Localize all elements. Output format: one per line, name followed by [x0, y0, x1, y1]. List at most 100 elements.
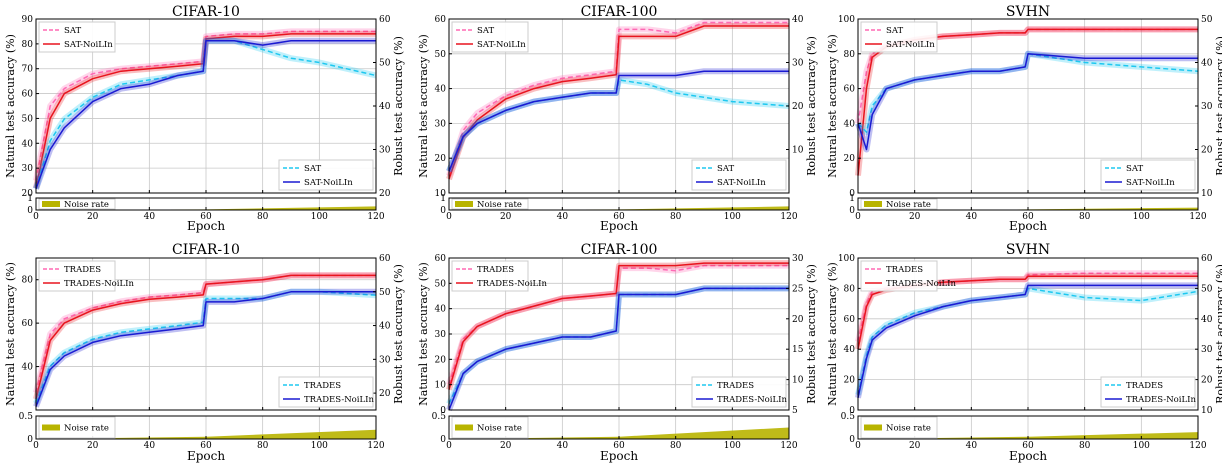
series-line-2 [448, 262, 789, 390]
series-line-4 [448, 287, 789, 411]
y2-tick-label: 60 [379, 15, 391, 25]
legend-label: SAT [304, 164, 321, 174]
y-tick-label: 60 [22, 319, 34, 329]
x-tick-label: 120 [1189, 441, 1206, 451]
y2-tick-label: 5 [792, 406, 798, 416]
y-axis-label: Natural test accuracy (%) [417, 34, 430, 178]
legend-robust: TRADES TRADES-NoiLIn [278, 376, 375, 408]
legend-noise: Noise rate [451, 198, 529, 210]
y-tick-label: 30 [435, 330, 447, 340]
noise-area [449, 427, 789, 439]
x-tick-label: 120 [1189, 212, 1206, 222]
series-line-1 [35, 30, 376, 181]
chart-title: SVHN [1006, 242, 1050, 258]
x-tick-label: 0 [33, 441, 39, 451]
y-tick-label: 80 [22, 276, 34, 286]
x-tick-label: 40 [557, 212, 569, 222]
x-tick-label: 20 [909, 212, 921, 222]
legend-noise: Noise rate [38, 198, 116, 210]
legend-box [451, 260, 529, 292]
y2-tick-label: 40 [1201, 59, 1213, 69]
x-axis-label: Epoch [1009, 449, 1047, 463]
x-tick-label: 100 [311, 212, 328, 222]
x-tick-label: 100 [311, 441, 328, 451]
y-tick-label: 60 [22, 90, 34, 100]
noise-tick-label: 0 [27, 206, 33, 216]
legend-noise: Noise rate [38, 416, 116, 439]
y-tick-label: 10 [435, 381, 447, 391]
legend-label: Noise rate [477, 424, 522, 434]
chart-title: SVHN [1006, 4, 1050, 20]
y-axis-label: Natural test accuracy (%) [826, 34, 839, 178]
series-line-2 [35, 274, 376, 400]
chart-title: CIFAR-100 [581, 4, 658, 20]
noise-tick-label: 1 [440, 194, 446, 204]
y-tick-label: 60 [844, 315, 856, 325]
y2-tick-label: 60 [1201, 254, 1213, 264]
y2-tick-label: 30 [1201, 345, 1213, 355]
y-tick-label: 50 [435, 279, 447, 289]
x-axis-label: Epoch [1009, 219, 1047, 233]
noise-area [858, 432, 1198, 439]
noise-tick-label: 0 [440, 435, 446, 445]
series-line-4 [35, 291, 376, 407]
x-tick-label: 40 [966, 441, 978, 451]
noise-tick-label: 1 [849, 194, 855, 204]
y2-tick-label: 10 [1201, 406, 1213, 416]
legend-box [1100, 376, 1196, 408]
y2-tick-label: 50 [379, 59, 391, 69]
legend-natural: SAT SAT-NoiLIn [38, 21, 116, 53]
legend-label: Noise rate [477, 200, 522, 210]
legend-label: SAT [886, 26, 903, 36]
y2-axis-label: Robust test accuracy (%) [1214, 264, 1222, 404]
noise-area [858, 207, 1198, 210]
legend-label: Noise rate [886, 200, 931, 210]
legend-swatch [42, 201, 60, 207]
noise-area [36, 429, 376, 439]
legend-label: Noise rate [64, 200, 109, 210]
y-tick-label: 20 [844, 376, 856, 386]
noise-tick-label: 0 [849, 435, 855, 445]
legend-box [691, 159, 787, 191]
legend-box [860, 416, 938, 439]
legend-robust: SAT SAT-NoiLIn [1100, 159, 1196, 191]
y-tick-label: 20 [435, 355, 447, 365]
y-tick-label: 20 [22, 189, 34, 199]
noise-tick-label: 0.5 [432, 412, 447, 422]
x-tick-label: 120 [367, 212, 384, 222]
legend-box [278, 376, 374, 408]
x-tick-label: 100 [1133, 441, 1150, 451]
legend-robust: TRADES TRADES-NoiLIn [691, 376, 788, 408]
y-tick-label: 50 [435, 50, 447, 60]
y2-tick-label: 40 [792, 15, 804, 25]
x-tick-label: 60 [1022, 441, 1034, 451]
y-tick-label: 60 [844, 85, 856, 95]
y2-tick-label: 20 [379, 389, 391, 399]
legend-label: SAT-NoiLIn [64, 40, 113, 50]
y-tick-label: 20 [435, 154, 447, 164]
y-tick-label: 70 [22, 65, 34, 75]
legend-natural: SAT SAT-NoiLIn [860, 21, 938, 53]
legend-robust: TRADES TRADES-NoiLIn [1100, 376, 1197, 408]
y-tick-label: 100 [838, 254, 855, 264]
y2-tick-label: 50 [1201, 15, 1213, 25]
x-tick-label: 20 [500, 441, 512, 451]
legend-label: SAT [64, 26, 81, 36]
x-tick-label: 0 [855, 441, 861, 451]
y-tick-label: 0 [849, 189, 855, 199]
x-tick-label: 80 [257, 212, 269, 222]
legend-natural: TRADES TRADES-NoiLIn [860, 260, 957, 292]
x-tick-label: 100 [724, 212, 741, 222]
y2-tick-label: 50 [379, 288, 391, 298]
noise-tick-label: 0 [27, 435, 33, 445]
legend-label: TRADES-NoiLIn [886, 279, 957, 289]
x-tick-label: 60 [200, 441, 212, 451]
chart-title: CIFAR-10 [172, 4, 240, 20]
series-line-2 [448, 25, 789, 180]
legend-box [278, 159, 374, 191]
x-tick-label: 80 [670, 441, 682, 451]
y2-tick-label: 20 [1201, 146, 1213, 156]
x-tick-label: 40 [144, 212, 156, 222]
